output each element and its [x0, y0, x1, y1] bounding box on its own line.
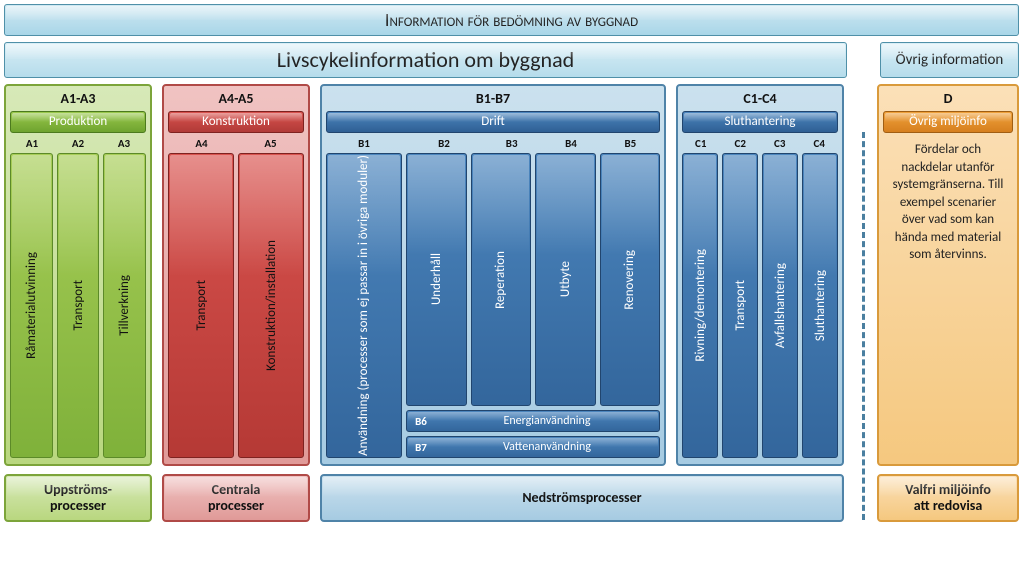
- panel-c-range: C1-C4: [682, 90, 838, 107]
- sub-a1: A1: [10, 135, 54, 153]
- bar-c1: Rivning/demontering: [682, 153, 718, 458]
- sub-c1: C1: [682, 135, 720, 153]
- sub-b4: B4: [541, 135, 600, 153]
- sub-b1: B1: [326, 135, 402, 153]
- hbar-b6: B6 Energianvändning: [406, 410, 660, 432]
- sub-a2: A2: [56, 135, 100, 153]
- panel-a-range: A1-A3: [10, 90, 146, 107]
- panel-b-tag: Drift: [326, 111, 660, 133]
- bar-a1: Råmaterialutvinning: [10, 153, 53, 458]
- panel-c: C1-C4 Sluthantering C1 C2 C3 C4 Rivning/…: [676, 84, 844, 466]
- panel-d-body: Fördelar och nackdelar utanför systemgrä…: [883, 135, 1013, 458]
- bar-c3: Avfallshantering: [762, 153, 798, 458]
- sub-a5: A5: [237, 135, 304, 153]
- hbar-b7: B7 Vattenanvändning: [406, 436, 660, 458]
- panel-d-tag: Övrig miljöinfo: [883, 111, 1013, 133]
- bar-a5: Konstruktion/installation: [238, 153, 304, 458]
- panel-d: D Övrig miljöinfo Fördelar och nackdelar…: [877, 84, 1019, 466]
- sub-a4: A4: [168, 135, 235, 153]
- footer-a: Uppströms-processer: [4, 474, 152, 522]
- bar-b3: Reperation: [471, 153, 532, 406]
- bar-c4: Sluthantering: [802, 153, 838, 458]
- bar-a3: Tillverkning: [103, 153, 146, 458]
- panel-c-tag: Sluthantering: [682, 111, 838, 133]
- sub-b5: B5: [601, 135, 660, 153]
- panel-a: A1-A3 Produktion A1 A2 A3 Råmaterialutvi…: [4, 84, 152, 466]
- columns-row: A1-A3 Produktion A1 A2 A3 Råmaterialutvi…: [4, 84, 1019, 466]
- title-top: Information för bedömning av byggnad: [4, 4, 1019, 36]
- sub-c4: C4: [801, 135, 839, 153]
- sub-a3: A3: [102, 135, 146, 153]
- panel-a-tag: Produktion: [10, 111, 146, 133]
- panel-d-range: D: [883, 90, 1013, 107]
- footer-c: Nedströmsprocesser: [320, 474, 844, 522]
- bar-b2: Underhåll: [406, 153, 467, 406]
- footer-d: Valfri miljöinfoatt redovisa: [877, 474, 1019, 522]
- row-subtitle: Livscykelinformation om byggnad Övrig in…: [4, 42, 1019, 78]
- sub-b2: B2: [406, 135, 482, 153]
- subtitle-left: Livscykelinformation om byggnad: [4, 42, 847, 78]
- subtitle-right: Övrig information: [880, 42, 1019, 78]
- sub-c2: C2: [722, 135, 760, 153]
- panel-a45-tag: Konstruktion: [168, 111, 304, 133]
- panel-b: B1-B7 Drift B1 B2 B3 B4 B5 Användning (p…: [320, 84, 666, 466]
- footer-b: Centralaprocesser: [162, 474, 310, 522]
- panel-b-range: B1-B7: [326, 90, 660, 107]
- bar-c2: Transport: [722, 153, 758, 458]
- sub-c3: C3: [761, 135, 799, 153]
- footer-row: Uppströms-processer Centralaprocesser Ne…: [4, 474, 1019, 522]
- bar-a2: Transport: [57, 153, 100, 458]
- panel-a45-range: A4-A5: [168, 90, 304, 107]
- bar-b5: Renovering: [600, 153, 661, 406]
- panel-a45: A4-A5 Konstruktion A4 A5 Transport Konst…: [162, 84, 310, 466]
- sub-b3: B3: [482, 135, 541, 153]
- bar-b4: Utbyte: [535, 153, 596, 406]
- bar-a4: Transport: [168, 153, 234, 458]
- bar-b1: Användning (processer som ej passar in i…: [326, 153, 402, 458]
